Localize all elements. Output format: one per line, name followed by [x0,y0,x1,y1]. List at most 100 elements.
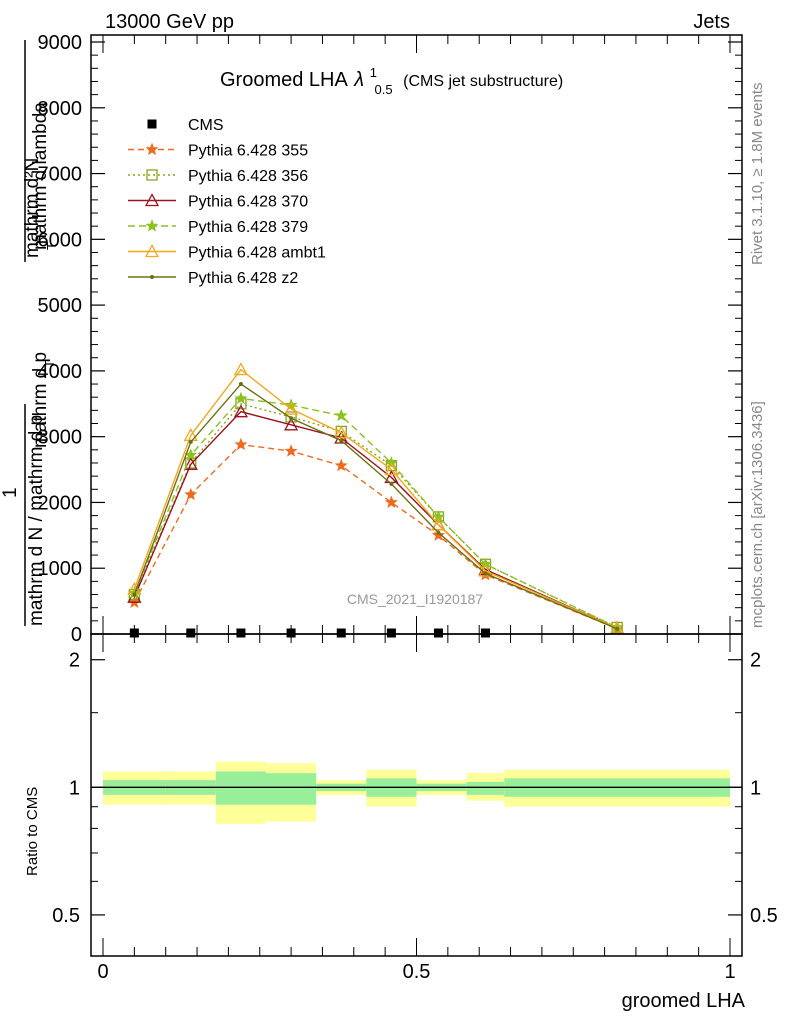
data-point [183,456,198,470]
series-line [133,368,618,629]
ratio-y-tick-label: 2 [69,650,80,672]
data-point [284,401,299,415]
legend-label: Pythia 6.428 355 [188,143,308,160]
energy-label: 13000 GeV pp [105,11,234,33]
ratio-bands [103,761,730,824]
stat-band [215,771,267,805]
data-point [284,398,298,411]
ratio-panel: 0.5 0.5 1 1 2 2 0 0.5 1 [52,633,778,983]
data-point [145,219,159,232]
data-point [188,439,193,444]
ylabel-mid2: mathrm d lambda [30,102,51,250]
data-point [150,275,154,279]
data-point [284,417,299,431]
y-tick-label: 2000 [38,492,83,514]
main-y-ticks: 0 1000 2000 3000 4000 5000 6000 7000 8000 9000 [38,32,742,646]
title-lambda: λ [353,69,364,91]
legend-entry: Pythia 6.428 379 [128,219,308,236]
title-sup: 1 [370,65,377,80]
ratio-y-axis-label: Ratio to CMS [24,787,41,876]
ratio-y-tick-label: 1 [69,777,80,799]
data-point [334,458,348,472]
data-point [431,528,445,541]
data-point [184,487,198,501]
ratio-x-ticks: 0 0.5 1 [97,634,736,983]
ylabel-one: 1 [0,487,21,498]
data-point [483,571,488,576]
data-point [384,462,399,476]
main-x-ticks [102,35,731,634]
data-point [384,495,398,508]
data-point [431,517,446,531]
series-cms [129,628,490,638]
ratio-y-tick-label-right: 2 [750,650,761,672]
data-point [386,628,396,638]
data-point [436,530,441,535]
x-tick-label: 0.5 [403,961,431,983]
legend-entry: Pythia 6.428 z2 [128,270,298,287]
data-point [132,592,137,597]
data-point [234,391,248,405]
legend-entry: Pythia 6.428 355 [128,143,308,160]
data-point [336,628,346,638]
data-point [286,628,296,638]
data-point [144,244,160,258]
analysis-watermark: CMS_2021_I1920187 [347,591,483,607]
data-point [480,628,490,638]
ylabel-mid: mathrm d p [30,352,51,448]
y-tick-label: 8000 [38,98,83,120]
y-tick-label: 4000 [38,361,83,383]
ratio-y-tick-label-right: 1 [750,777,761,799]
legend-entry: Pythia 6.428 356 [128,168,308,185]
main-series [127,362,625,638]
ratio-frame [90,633,743,957]
legend: CMS Pythia 6.428 355 Pythia 6.428 356 Pythi… [128,117,326,287]
legend-entry: Pythia 6.428 370 [128,193,308,211]
data-point [146,169,158,181]
ratio-y-ticks: 0.5 0.5 1 1 2 2 [52,650,778,927]
data-point [129,628,139,638]
main-y-axis-label: mathrm d²N mathrm d p mathrm d lambda T … [0,40,59,626]
stat-band [266,773,317,805]
legend-label: Pythia 6.428 356 [188,168,308,185]
data-point [615,626,620,631]
y-tick-label: 9000 [38,32,83,54]
data-point [285,411,297,423]
data-point [233,362,249,376]
ylabel-sub-bottom: T [42,360,57,368]
rivet-label: Rivet 3.1.10, ≥ 1.8M events [749,83,766,266]
chart-title: Groomed LHA λ 1 0.5 (CMS jet substructur… [220,60,563,99]
legend-label: Pythia 6.428 z2 [188,270,298,287]
series-pythia-6-428-z2 [132,382,620,631]
process-label: Jets [693,11,730,33]
data-point [433,628,443,638]
ylabel-sub-top: T [44,242,59,250]
stat-band [466,781,505,795]
y-tick-label: 6000 [38,229,83,251]
legend-label: CMS [188,117,224,134]
ylabel-bottom: mathrm d N / mathrm d p [26,415,47,626]
y-tick-label: 5000 [38,295,83,317]
data-point [238,382,243,387]
main-panel: 0 1000 2000 3000 4000 5000 6000 7000 8000 9000 [38,32,743,646]
title-main: Groomed LHA [220,69,348,91]
ratio-y-tick-label: 0.5 [52,905,80,927]
y-tick-label: 0 [71,624,82,646]
data-point [234,437,248,451]
x-tick-label: 1 [724,961,735,983]
legend-label: Pythia 6.428 379 [188,219,308,236]
legend-label: Pythia 6.428 ambt1 [188,245,326,262]
series-line [133,397,618,629]
title-sub: 0.5 [375,82,393,97]
data-point [186,628,196,638]
y-tick-label: 1000 [38,558,83,580]
data-point [145,142,159,156]
data-point [334,425,349,439]
y-tick-label: 7000 [38,164,83,186]
title-note: (CMS jet substructure) [403,73,563,90]
legend-label: Pythia 6.428 370 [188,194,308,211]
ratio-y-tick-label-right: 0.5 [750,905,778,927]
y-tick-label: 3000 [38,427,83,449]
mcplots-label: mcplots.cern.ch [arXiv:1306.3436] [749,401,766,628]
